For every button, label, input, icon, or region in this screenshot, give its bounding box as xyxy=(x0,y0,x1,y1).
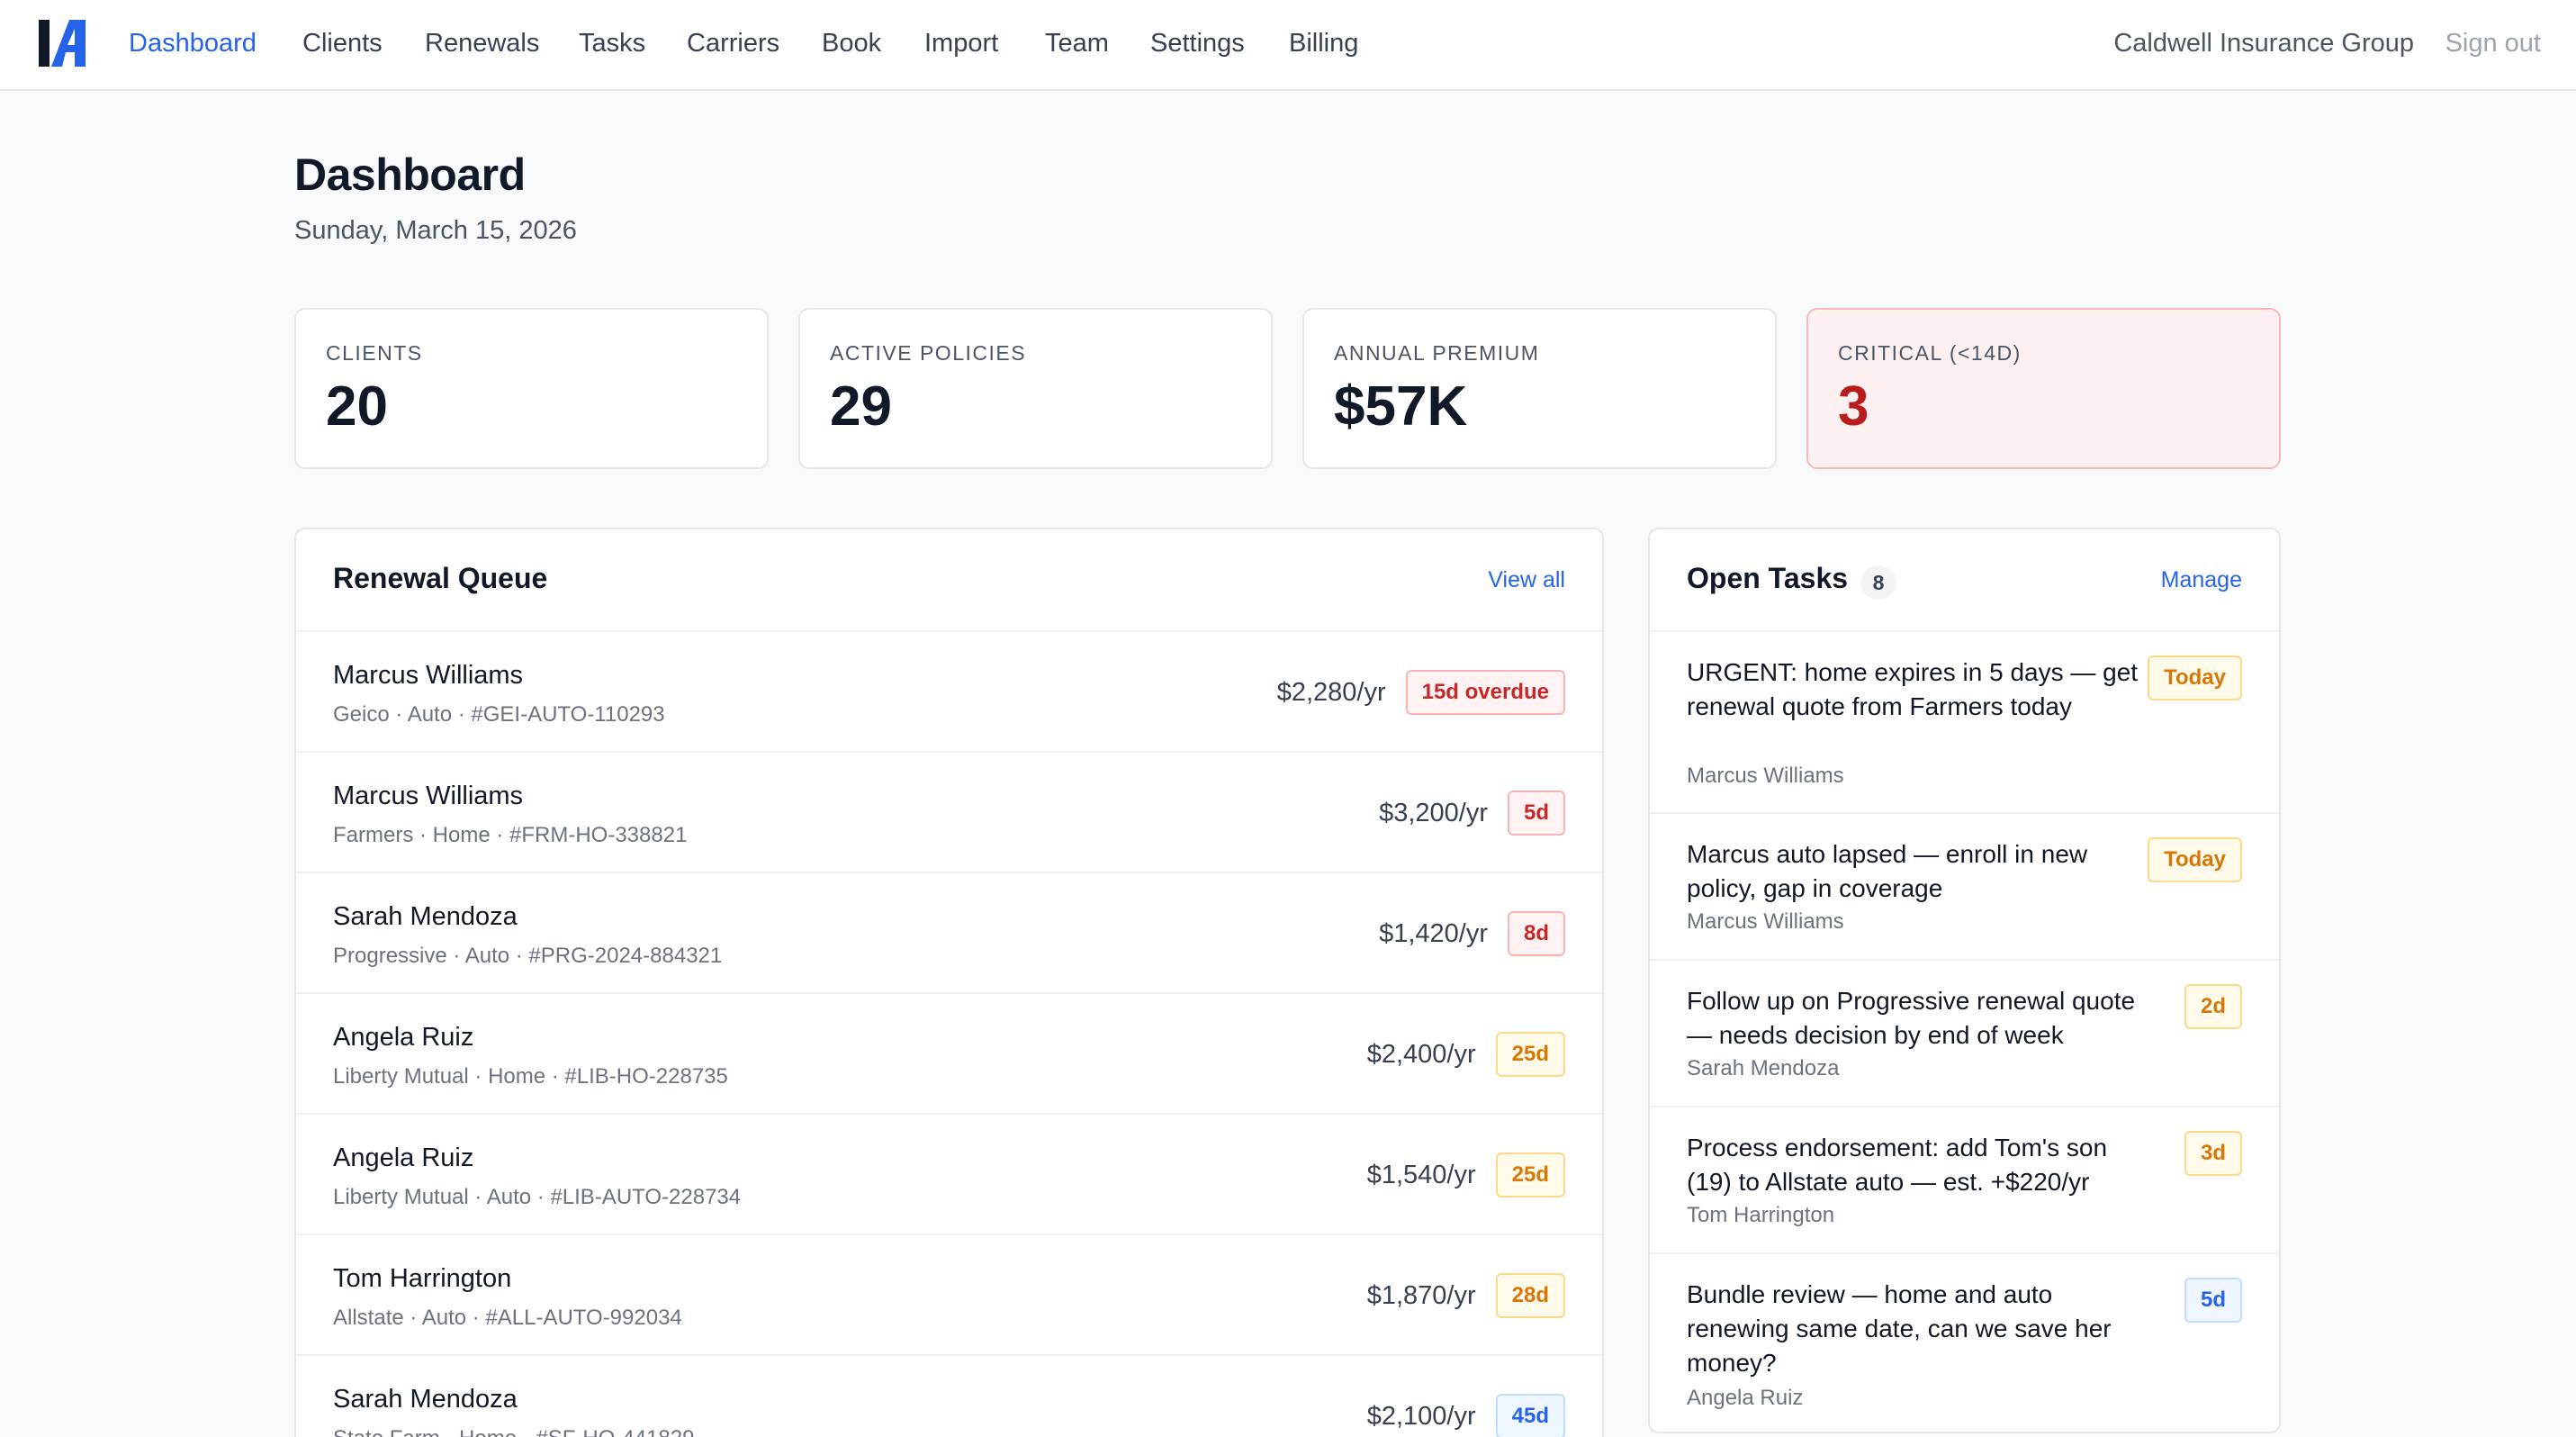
due-badge: Today xyxy=(2148,655,2242,700)
stat-card-critical: CRITICAL (<14D) 3 xyxy=(1806,308,2281,469)
renewal-row[interactable]: Tom Harrington Allstate · Auto · #ALL-AU… xyxy=(296,1235,1602,1356)
task-client: Marcus Williams xyxy=(1687,764,1844,788)
task-client: Angela Ruiz xyxy=(1687,1386,1804,1410)
policy-premium: $2,280/yr xyxy=(1276,677,1386,707)
manage-link[interactable]: Manage xyxy=(2160,567,2242,592)
days-badge: 25d xyxy=(1495,1032,1565,1077)
nav-import[interactable]: Import xyxy=(924,29,999,58)
page-title: Dashboard xyxy=(294,149,526,200)
nav-tasks[interactable]: Tasks xyxy=(579,29,646,58)
client-name: Marcus Williams xyxy=(333,661,524,690)
nav-team[interactable]: Team xyxy=(1045,29,1109,58)
policy-premium: $3,200/yr xyxy=(1379,798,1488,827)
task-item[interactable]: URGENT: home expires in 5 days — get ren… xyxy=(1650,632,2279,814)
view-all-link[interactable]: View all xyxy=(1488,567,1565,592)
organization-name: Caldwell Insurance Group xyxy=(2113,29,2414,58)
stat-card-clients: CLIENTS 20 xyxy=(294,308,769,469)
client-name: Sarah Mendoza xyxy=(333,902,518,931)
policy-premium: $1,540/yr xyxy=(1366,1160,1476,1189)
stat-label: CLIENTS xyxy=(326,341,423,365)
days-badge: 45d xyxy=(1495,1394,1565,1437)
task-text: Bundle review — home and auto renewing s… xyxy=(1687,1280,2112,1377)
panel-title: Renewal Queue xyxy=(333,562,548,594)
days-badge: 5d xyxy=(1507,791,1565,836)
stat-card-active-policies: ACTIVE POLICIES 29 xyxy=(798,308,1273,469)
nav-settings[interactable]: Settings xyxy=(1150,29,1245,58)
days-badge: 25d xyxy=(1495,1152,1565,1198)
due-badge: Today xyxy=(2148,837,2242,882)
due-badge: 2d xyxy=(2184,984,2242,1029)
page-date: Sunday, March 15, 2026 xyxy=(294,216,577,245)
panel-header: Renewal Queue View all xyxy=(296,529,1602,632)
renewal-row[interactable]: Marcus Williams Farmers · Home · #FRM-HO… xyxy=(296,753,1602,873)
renewal-row[interactable]: Angela Ruiz Liberty Mutual · Home · #LIB… xyxy=(296,994,1602,1115)
policy-meta: Liberty Mutual · Auto · #LIB-AUTO-228734 xyxy=(333,1185,742,1209)
task-item[interactable]: Marcus auto lapsed — enroll in new polic… xyxy=(1650,814,2279,961)
task-text: Follow up on Progressive renewal quote —… xyxy=(1687,987,2136,1049)
client-name: Angela Ruiz xyxy=(333,1143,474,1172)
task-count-badge: 8 xyxy=(1860,565,1896,600)
stat-label: ACTIVE POLICIES xyxy=(830,341,1027,365)
task-client: Tom Harrington xyxy=(1687,1203,1835,1227)
client-name: Tom Harrington xyxy=(333,1264,512,1293)
top-navbar: Dashboard Clients Renewals Tasks Carrier… xyxy=(0,0,2576,91)
policy-premium: $1,870/yr xyxy=(1366,1280,1476,1310)
renewal-row[interactable]: Angela Ruiz Liberty Mutual · Auto · #LIB… xyxy=(296,1115,1602,1235)
client-name: Sarah Mendoza xyxy=(333,1385,518,1414)
policy-premium: $2,100/yr xyxy=(1366,1401,1476,1431)
stat-card-annual-premium: ANNUAL PREMIUM $57K xyxy=(1302,308,1777,469)
stat-value: $57K xyxy=(1334,375,1468,438)
client-name: Angela Ruiz xyxy=(333,1023,474,1052)
logo-icon[interactable] xyxy=(39,20,86,67)
policy-meta: State Farm · Home · #SF-HO-441829 xyxy=(333,1426,694,1437)
task-client: Marcus Williams xyxy=(1687,909,1844,934)
stat-label: ANNUAL PREMIUM xyxy=(1334,341,1540,365)
due-badge: 5d xyxy=(2184,1278,2242,1323)
nav-book[interactable]: Book xyxy=(822,29,882,58)
panel-header: Open Tasks 8 Manage xyxy=(1650,529,2279,632)
task-client: Sarah Mendoza xyxy=(1687,1056,1840,1080)
task-text: Marcus auto lapsed — enroll in new polic… xyxy=(1687,840,2088,902)
renewal-row[interactable]: Sarah Mendoza Progressive · Auto · #PRG-… xyxy=(296,873,1602,994)
policy-premium: $1,420/yr xyxy=(1379,918,1488,948)
stat-value: 29 xyxy=(830,375,892,438)
client-name: Marcus Williams xyxy=(333,782,524,810)
days-badge: 15d overdue xyxy=(1405,670,1565,715)
task-item[interactable]: Follow up on Progressive renewal quote —… xyxy=(1650,961,2279,1107)
renewal-row[interactable]: Sarah Mendoza State Farm · Home · #SF-HO… xyxy=(296,1356,1602,1437)
policy-meta: Farmers · Home · #FRM-HO-338821 xyxy=(333,823,688,847)
policy-premium: $2,400/yr xyxy=(1366,1039,1476,1069)
policy-meta: Geico · Auto · #GEI-AUTO-110293 xyxy=(333,702,665,727)
stat-label: CRITICAL (<14D) xyxy=(1838,341,2022,365)
task-item[interactable]: Process endorsement: add Tom's son (19) … xyxy=(1650,1107,2279,1254)
task-text: Process endorsement: add Tom's son (19) … xyxy=(1687,1134,2108,1196)
open-tasks-panel: Open Tasks 8 Manage URGENT: home expires… xyxy=(1648,528,2281,1433)
nav-renewals[interactable]: Renewals xyxy=(425,29,540,58)
nav-billing[interactable]: Billing xyxy=(1289,29,1359,58)
renewal-queue-panel: Renewal Queue View all Marcus Williams G… xyxy=(294,528,1604,1437)
nav-carriers[interactable]: Carriers xyxy=(687,29,780,58)
stat-value: 3 xyxy=(1838,375,1869,438)
task-item[interactable]: Bundle review — home and auto renewing s… xyxy=(1650,1254,2279,1432)
due-badge: 3d xyxy=(2184,1131,2242,1176)
nav-clients[interactable]: Clients xyxy=(302,29,383,58)
panel-title: Open Tasks xyxy=(1687,562,1849,594)
sign-out-link[interactable]: Sign out xyxy=(2445,29,2541,58)
nav-dashboard[interactable]: Dashboard xyxy=(129,29,257,58)
stat-value: 20 xyxy=(326,375,388,438)
policy-meta: Progressive · Auto · #PRG-2024-884321 xyxy=(333,944,723,968)
policy-meta: Liberty Mutual · Home · #LIB-HO-228735 xyxy=(333,1064,728,1089)
days-badge: 28d xyxy=(1495,1273,1565,1318)
days-badge: 8d xyxy=(1507,911,1565,956)
task-text: URGENT: home expires in 5 days — get ren… xyxy=(1687,658,2139,720)
policy-meta: Allstate · Auto · #ALL-AUTO-992034 xyxy=(333,1306,682,1330)
renewal-row[interactable]: Marcus Williams Geico · Auto · #GEI-AUTO… xyxy=(296,632,1602,753)
